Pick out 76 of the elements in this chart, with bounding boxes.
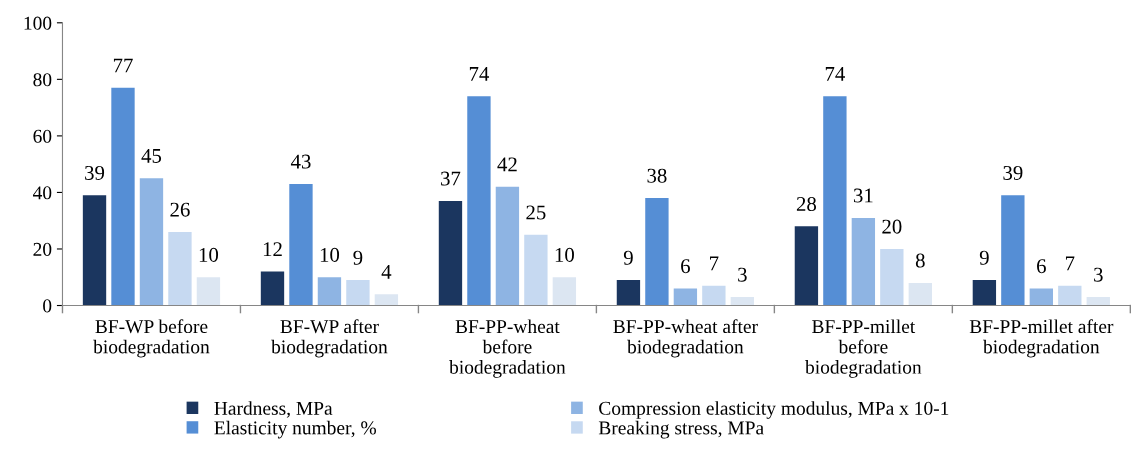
bar xyxy=(111,87,135,306)
data-label: 20 xyxy=(882,219,902,234)
data-label: 9 xyxy=(353,250,363,265)
x-tick-label: BF-PP-millet after biodegradation xyxy=(969,319,1114,358)
bar xyxy=(139,178,164,306)
data-label: 10 xyxy=(555,247,574,262)
bar xyxy=(82,195,107,306)
bar xyxy=(823,96,847,306)
legend-label: Elasticity number, % xyxy=(214,420,376,439)
bar xyxy=(495,186,520,306)
bar xyxy=(1086,297,1110,306)
x-tick-label: BF-PP-wheat after biodegradation xyxy=(613,319,758,358)
data-label: 45 xyxy=(141,149,162,163)
x-tick-label: BF-WP before biodegradation xyxy=(93,319,210,358)
bar xyxy=(880,248,904,306)
bar xyxy=(374,294,399,306)
bar xyxy=(467,96,491,306)
bar xyxy=(730,297,755,306)
bar xyxy=(524,234,548,306)
data-label: 7 xyxy=(710,256,719,271)
data-label: 12 xyxy=(263,242,282,257)
data-label: 28 xyxy=(796,196,817,212)
legend-label: Compression elasticity modulus, MPa x 10-1 xyxy=(599,401,949,419)
y-tick-label: 40 xyxy=(33,186,52,200)
x-tick-label: BF-PP-wheat before biodegradation xyxy=(449,319,566,378)
y-tick-label: 80 xyxy=(33,73,52,87)
data-label: 7 xyxy=(1065,256,1075,271)
data-label: 77 xyxy=(113,58,133,73)
bar xyxy=(346,280,370,306)
bar xyxy=(1029,288,1054,306)
bar xyxy=(972,280,997,306)
x-tick-label: BF-WP after biodegradation xyxy=(271,319,388,358)
data-label: 6 xyxy=(1037,259,1046,274)
data-label: 37 xyxy=(441,171,461,186)
data-label: 8 xyxy=(915,253,925,268)
y-tick-label: 0 xyxy=(43,299,52,313)
bar xyxy=(260,271,285,306)
data-label: 39 xyxy=(85,165,105,180)
bar xyxy=(552,277,577,306)
bar xyxy=(168,232,192,306)
data-label: 26 xyxy=(170,202,190,217)
legend-label: Hardness, MPa xyxy=(214,401,333,418)
data-label: 74 xyxy=(825,67,845,81)
bar xyxy=(289,183,313,306)
bar xyxy=(851,217,876,306)
bar xyxy=(702,285,726,306)
data-label: 10 xyxy=(199,247,219,262)
data-label: 3 xyxy=(1094,267,1103,282)
data-label: 10 xyxy=(320,247,340,262)
bar xyxy=(908,282,932,306)
x-tick-label: BF-PP-millet before biodegradation xyxy=(805,319,922,378)
y-tick-label: 100 xyxy=(24,16,52,30)
data-label: 3 xyxy=(738,267,747,282)
bar xyxy=(616,280,641,306)
data-label: 6 xyxy=(681,259,690,274)
data-label: 4 xyxy=(381,264,392,279)
y-tick-label: 20 xyxy=(33,242,52,256)
data-label: 38 xyxy=(647,168,667,183)
bar xyxy=(673,288,698,306)
bar xyxy=(645,198,669,306)
data-label: 74 xyxy=(469,67,490,81)
bar xyxy=(317,277,342,306)
data-label: 9 xyxy=(979,250,989,265)
data-label: 9 xyxy=(623,250,633,265)
bar xyxy=(794,226,819,306)
data-label: 43 xyxy=(290,154,311,169)
data-label: 42 xyxy=(497,157,517,172)
legend-label: Breaking stress, MPa xyxy=(598,420,764,439)
bar xyxy=(196,277,221,306)
data-label: 39 xyxy=(1003,165,1023,180)
y-tick-label: 60 xyxy=(33,129,52,143)
bar xyxy=(438,200,463,306)
data-label: 25 xyxy=(526,205,546,220)
bar xyxy=(1001,195,1025,306)
bar xyxy=(1058,285,1082,306)
data-label: 31 xyxy=(853,188,873,203)
